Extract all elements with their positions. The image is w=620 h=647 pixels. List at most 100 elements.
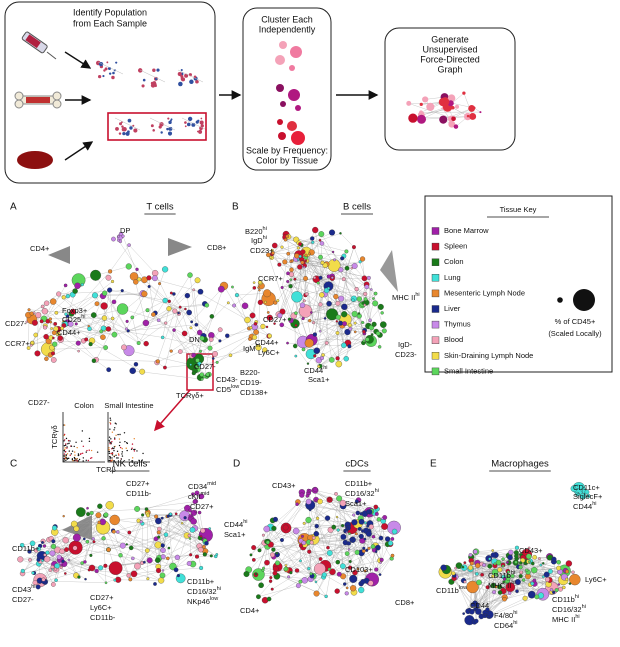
network-node (103, 512, 109, 518)
network-edge (153, 314, 200, 359)
network-node (519, 561, 523, 565)
network-node (270, 587, 274, 591)
network-node (113, 578, 117, 582)
marker-label: CD11blow (436, 585, 467, 595)
key-label: Mesenteric Lymph Node (444, 288, 525, 297)
network-node (377, 345, 382, 349)
network-node (336, 571, 342, 577)
label-text: CD11b (488, 571, 511, 580)
network-node (319, 330, 322, 333)
network-edge (171, 332, 200, 352)
network-node (318, 254, 323, 260)
network-node (118, 553, 123, 558)
network-edge (84, 512, 92, 562)
network-node (41, 308, 49, 315)
network-node (194, 490, 200, 496)
network-node (331, 250, 335, 254)
network-node (172, 308, 178, 314)
network-edge (281, 253, 289, 288)
network-edge (318, 333, 365, 367)
label-superscript: hi (513, 620, 517, 626)
network-edge (259, 527, 286, 551)
inset-dot (130, 448, 133, 450)
network-node (362, 546, 366, 550)
network-node (143, 340, 149, 347)
network-node (270, 248, 274, 252)
network-node (283, 566, 289, 572)
marker-label: CD44hi (224, 519, 247, 529)
inset-dot (121, 447, 123, 450)
network-node (328, 357, 335, 363)
network-node (264, 559, 270, 566)
label-superscript: hi (31, 584, 35, 590)
panel-title: B cells (343, 202, 371, 213)
network-node (335, 331, 340, 335)
network-node (312, 536, 316, 540)
marker-label: Sca1+ (224, 530, 246, 539)
network-edge (338, 498, 344, 567)
network-node (319, 356, 324, 361)
network-node (347, 344, 352, 349)
marker-label: TCRγδ+ (176, 391, 204, 400)
network-edge (126, 544, 164, 551)
gate-dot (199, 126, 203, 131)
network-node (257, 286, 260, 289)
network-edge (95, 275, 129, 331)
inset-dot (118, 438, 121, 440)
network-node (45, 550, 50, 555)
network-node (272, 570, 278, 576)
network-node (490, 552, 497, 558)
network-node (519, 570, 524, 575)
label-text: CD27+ (90, 593, 114, 602)
network-edge (313, 539, 355, 593)
network-edge (62, 551, 83, 564)
network-node (351, 310, 358, 318)
inset-dot (67, 457, 70, 460)
network-node (89, 510, 94, 515)
network-node (77, 575, 81, 579)
network-node (55, 332, 59, 336)
network-node (188, 537, 192, 540)
network-node (173, 567, 179, 573)
network-node (252, 568, 265, 581)
network-node (200, 528, 206, 534)
panel-title: T cells (146, 202, 174, 213)
network-node (41, 577, 46, 582)
network-node (205, 372, 210, 377)
network-edge (316, 525, 354, 580)
network-node (44, 356, 49, 362)
network-edge (330, 529, 359, 570)
network-node (209, 554, 213, 558)
label-text: CD23+ (250, 246, 274, 255)
network-node (155, 517, 162, 525)
marker-label: CD4+ (240, 606, 260, 615)
label-text: CD44 (224, 520, 243, 529)
network-edge (132, 317, 139, 344)
network-node (154, 514, 159, 519)
network-node (335, 360, 343, 368)
network-edge (156, 311, 175, 363)
network-node (258, 582, 264, 589)
network-node (354, 499, 359, 504)
network-edge (368, 511, 382, 560)
network-node (571, 570, 575, 574)
size-small (557, 297, 563, 303)
key-swatch (431, 227, 440, 235)
gate-dot (137, 68, 143, 73)
marker-label: CD11c+ (573, 483, 600, 492)
gate-dot (108, 72, 112, 75)
network-node (301, 347, 306, 352)
network-node (54, 310, 59, 315)
gate-dot (187, 116, 193, 122)
network-node (19, 543, 25, 548)
network-node (145, 308, 150, 313)
gate-dot (160, 131, 163, 134)
network-node (92, 540, 96, 544)
gate-dot (133, 128, 138, 133)
network-edge (281, 287, 292, 321)
network-node (265, 325, 269, 329)
network-node (25, 320, 28, 324)
network-node (294, 311, 298, 315)
label-superscript: hi (375, 488, 379, 494)
network-node (530, 581, 535, 586)
